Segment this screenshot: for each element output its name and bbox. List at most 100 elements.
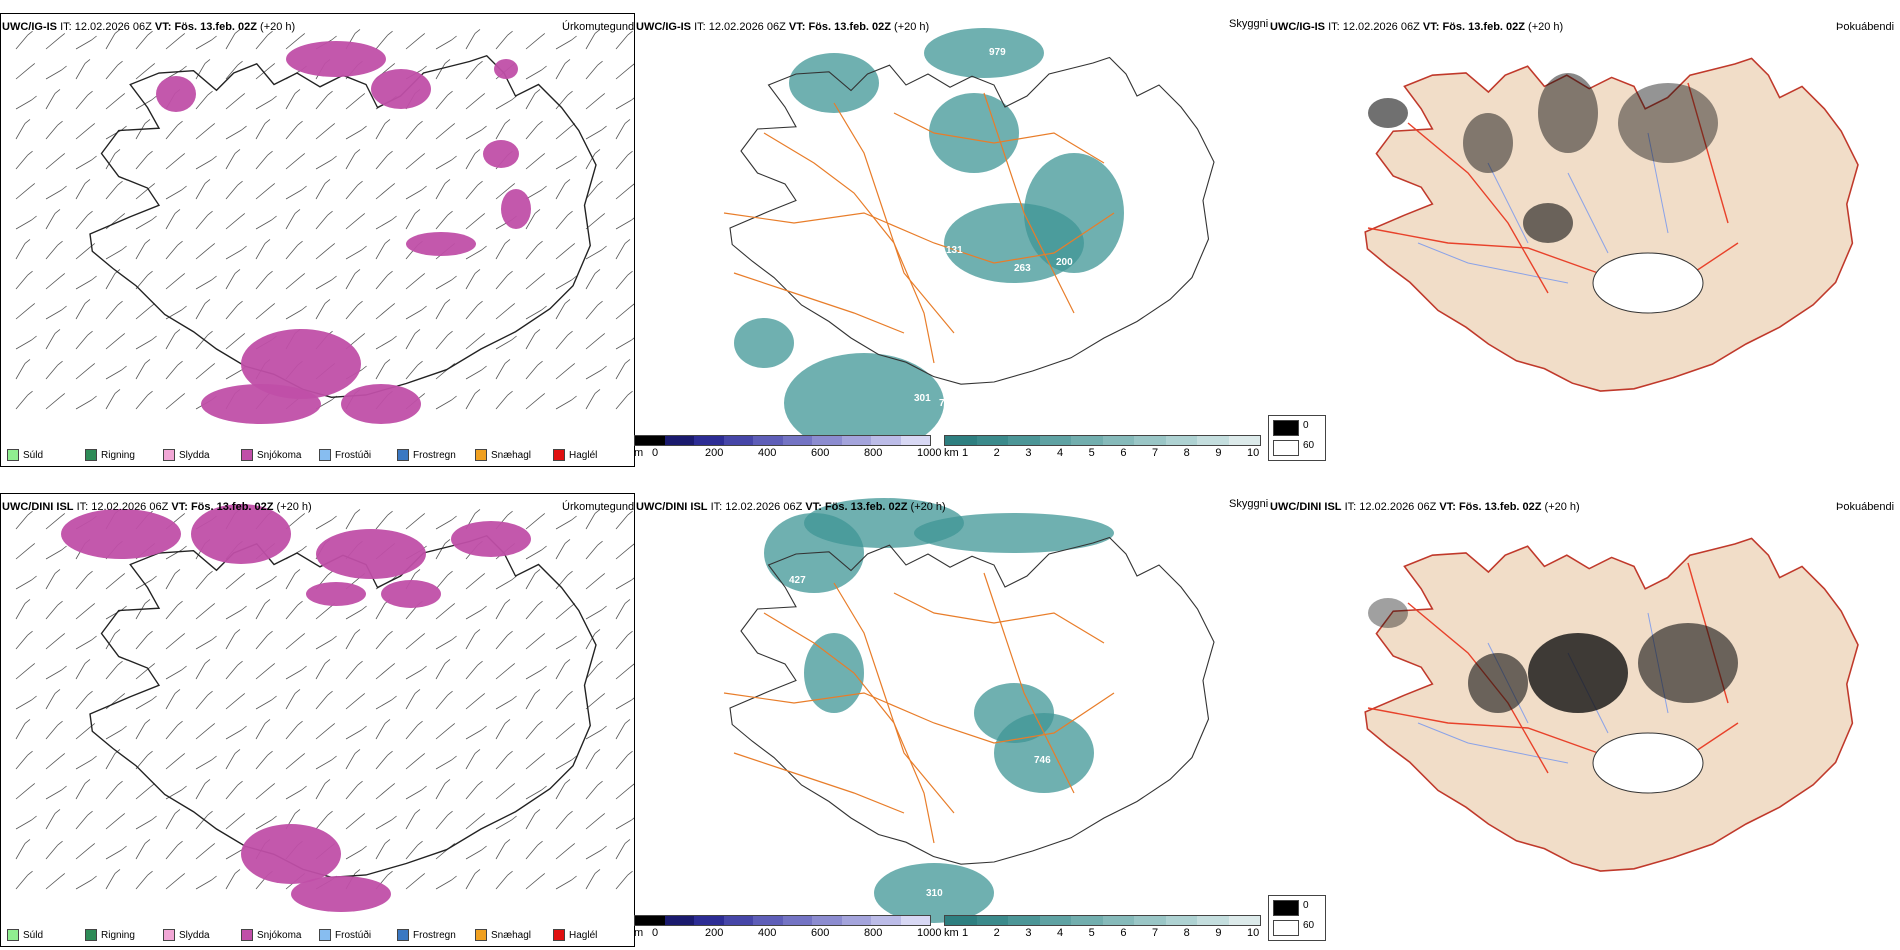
- colorbar-tick-label: 8: [1183, 447, 1190, 459]
- wind-barb-flag: [419, 513, 426, 518]
- panel-title-precip-2: Úrkomutegund: [562, 501, 635, 513]
- wind-barb: [75, 183, 86, 200]
- wind-barb: [555, 607, 571, 620]
- precip-legend-item: Snæhagl: [475, 449, 531, 463]
- precip-legend-item: Snjókoma: [241, 449, 301, 463]
- colorbar-segment: [753, 916, 783, 925]
- wind-barb-flag: [327, 690, 333, 696]
- legend-label: Slydda: [179, 449, 210, 461]
- wind-barb: [135, 274, 148, 290]
- iceland-coastline: [1364, 537, 1859, 872]
- wind-barb: [45, 669, 62, 680]
- precip-legend-item: Snæhagl: [475, 929, 531, 943]
- wind-barb-flag: [599, 813, 606, 818]
- visibility-colorbar-2: km 1 2 3 4 5 6 7 8 9 10: [944, 915, 1264, 945]
- wind-barb-flag: [601, 605, 607, 611]
- wind-barb-flag: [27, 390, 33, 396]
- snow-area: [381, 580, 441, 608]
- wind-barb-flag: [504, 239, 511, 244]
- row2-precip-header: UWC/DINI ISL IT: 12.02.2026 06Z VT: Fös.…: [2, 501, 312, 513]
- wind-barb-flag: [359, 813, 366, 818]
- wind-barb: [225, 337, 241, 350]
- wind-barb: [285, 124, 298, 140]
- wind-barb: [375, 819, 392, 830]
- row2-vis-panel: 427 746 310: [634, 493, 1268, 945]
- wind-barb-flag: [89, 123, 96, 128]
- wind-barb-flag: [234, 749, 241, 754]
- colorbar-segment: [945, 916, 977, 925]
- wind-barb-flag: [264, 239, 271, 244]
- precip-legend-item: Slydda: [163, 449, 210, 463]
- wind-barb-flag: [541, 305, 547, 311]
- wind-barb-flag: [271, 215, 277, 221]
- wind-barb-flag: [419, 633, 426, 638]
- wind-barb-flag: [539, 273, 546, 278]
- wind-barb: [525, 124, 538, 140]
- wind-barb: [315, 183, 326, 200]
- wind-barb-flag: [477, 180, 483, 186]
- wind-barb: [135, 667, 151, 680]
- wind-barb: [465, 153, 476, 170]
- legend-swatch: [7, 449, 19, 461]
- wind-barb-flag: [237, 180, 243, 186]
- wind-barb-flag: [239, 573, 246, 578]
- wind-barb: [435, 519, 452, 530]
- wind-barb: [615, 699, 632, 710]
- wind-barb: [465, 729, 482, 740]
- legend-swatch: [163, 449, 175, 461]
- wind-barb-flag: [234, 869, 241, 874]
- wind-barb-flag: [204, 59, 211, 64]
- wind-barb: [15, 547, 31, 560]
- wind-barb-flag: [541, 665, 547, 671]
- wind-barb: [435, 334, 448, 350]
- wind-barb-flag: [417, 120, 423, 126]
- wind-barb-flag: [54, 89, 61, 94]
- wind-barb-flag: [354, 269, 361, 274]
- wind-barb-flag: [631, 337, 634, 341]
- cloudbase-colorbar-1: m 0 200 400 600 800 1000: [634, 435, 941, 465]
- wind-barb-flag: [421, 65, 427, 71]
- wind-barb: [555, 367, 571, 380]
- wind-barb: [45, 604, 58, 620]
- wind-barb-flag: [181, 785, 187, 791]
- wind-barb: [255, 187, 271, 200]
- legend-label: Haglél: [569, 929, 598, 941]
- wind-barb: [525, 69, 542, 80]
- wind-barb-flag: [631, 97, 634, 101]
- wind-barb: [405, 637, 421, 650]
- wind-barb-flag: [537, 720, 543, 726]
- wind-barb: [225, 249, 242, 260]
- wind-barb-flag: [481, 845, 487, 851]
- wind-barb: [405, 157, 421, 170]
- wind-barb: [75, 63, 86, 80]
- wind-barb: [165, 397, 181, 410]
- wind-barb: [15, 754, 28, 770]
- legend-label: Snjókoma: [257, 449, 302, 461]
- wind-barb: [165, 189, 182, 200]
- wind-barb-flag: [27, 750, 33, 756]
- wind-barb-flag: [384, 839, 391, 844]
- wind-barb: [15, 514, 28, 530]
- wind-barb: [525, 244, 538, 260]
- wind-barb-flag: [474, 29, 481, 34]
- wind-barb-flag: [624, 839, 631, 844]
- wind-barb-flag: [481, 725, 487, 731]
- wind-barb-flag: [27, 630, 33, 636]
- wind-barb: [495, 819, 512, 830]
- wind-barb: [435, 814, 448, 830]
- colorbar-tick-label: 400: [758, 927, 777, 939]
- wind-barb-flag: [594, 389, 601, 394]
- wind-barb: [255, 67, 271, 80]
- wind-barb: [225, 129, 242, 140]
- wind-barb: [615, 547, 631, 560]
- wind-barb-flag: [204, 779, 211, 784]
- wind-barb-flag: [479, 573, 486, 578]
- visibility-map-2: 427 746 310: [723, 498, 1215, 923]
- precip-legend-item: Snjókoma: [241, 929, 301, 943]
- wind-barb: [555, 727, 571, 740]
- wind-barb: [495, 243, 506, 260]
- snow-area: [451, 521, 531, 557]
- wind-barb: [75, 663, 86, 680]
- wind-barb-flag: [627, 270, 633, 276]
- wind-barb-flag: [534, 209, 541, 214]
